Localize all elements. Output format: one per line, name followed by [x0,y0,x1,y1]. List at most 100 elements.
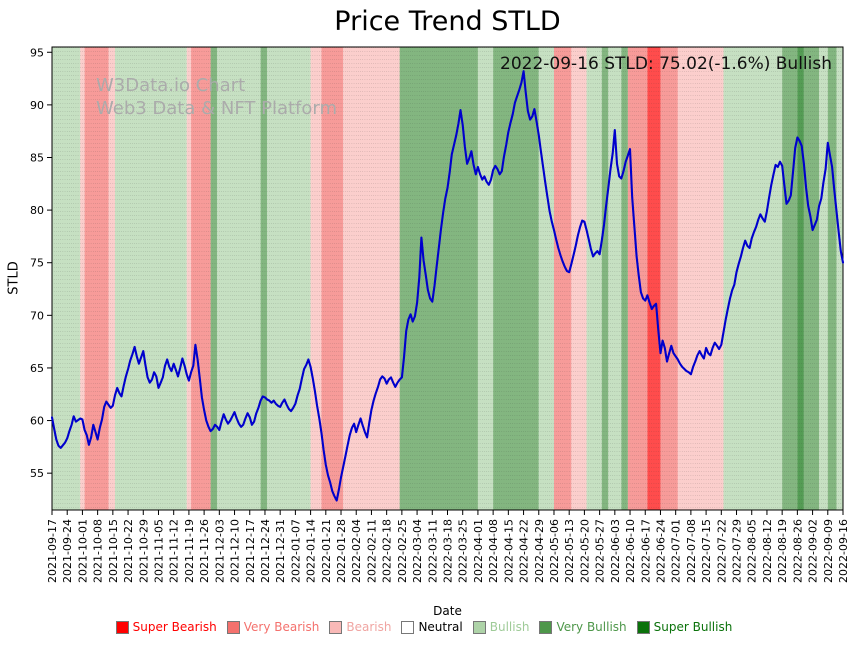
x-tick-label: 2022-01-07 [289,519,302,583]
sentiment-band [191,47,211,510]
legend-label: Bullish [489,620,530,634]
x-tick-label: 2021-11-19 [183,519,196,583]
y-axis-label: STLD [6,261,22,295]
price-line [50,70,845,502]
x-tick-label: 2021-10-29 [137,519,150,583]
x-tick-label: 2022-01-21 [320,519,333,583]
legend-swatch [329,620,343,634]
x-tick-label: 2022-02-04 [350,519,363,583]
legend-item: Very Bullish [539,620,627,634]
sentiment-band [80,47,85,510]
x-axis-label: Date [433,604,462,618]
x-tick-label: 2022-01-28 [335,519,348,583]
x-tick-label: 2022-07-22 [715,519,728,583]
sentiment-band [115,47,187,510]
x-tick-label: 2021-11-26 [198,519,211,583]
x-tick-label: 2022-04-01 [472,519,485,583]
sentiment-band [84,47,109,510]
x-tick-label: 2022-09-16 [837,519,848,583]
sentiment-band [608,47,622,510]
y-tick-label: 65 [30,362,44,375]
chart-annotation: 2022-09-16 STLD: 75.02(-1.6%) Bullish [500,54,832,74]
x-tick-label: 2022-05-13 [563,519,576,583]
x-tick-label: 2021-11-12 [168,519,181,583]
x-tick-label: 2022-07-08 [685,519,698,583]
legend-swatch [226,620,240,634]
legend-swatch [115,620,129,634]
legend: Super Bearish Very Bearish Bearish Neutral B… [0,620,848,634]
legend-label: Very Bearish [243,620,320,634]
x-tick-label: 2022-08-12 [761,519,774,583]
x-tick-label: 2022-03-11 [426,519,439,583]
sentiment-band [310,47,322,510]
sentiment-band [647,47,661,510]
sentiment-band [108,47,116,510]
x-tick-label: 2022-09-02 [807,519,820,583]
sentiment-band [52,47,81,510]
x-tick-label: 2022-06-10 [624,519,637,583]
y-tick-label: 80 [30,204,44,217]
sentiment-band [627,47,648,510]
x-tick-label: 2022-03-18 [442,519,455,583]
x-tick-label: 2022-06-17 [639,519,652,583]
x-tick-label: 2022-08-26 [791,519,804,583]
x-tick-label: 2022-07-01 [670,519,683,583]
x-tick-label: 2022-08-05 [746,519,759,583]
legend-label: Super Bullish [653,620,733,634]
sentiment-band [819,47,828,510]
y-tick-label: 95 [30,46,44,59]
x-tick-label: 2021-10-08 [92,519,105,583]
legend-item: Super Bullish [636,620,733,634]
legend-swatch [472,620,486,634]
x-tick-label: 2021-10-01 [76,519,89,583]
sentiment-band [586,47,602,510]
x-tick-label: 2022-03-04 [411,519,424,583]
x-tick-label: 2022-04-15 [502,519,515,583]
y-tick-label: 90 [30,99,44,112]
x-tick-label: 2021-12-31 [274,519,287,583]
sentiment-band [621,47,628,510]
legend-item: Super Bearish [115,620,217,634]
chart-title: Price Trend STLD [334,6,561,37]
legend-item: Very Bearish [226,620,320,634]
legend-label: Bearish [346,620,392,634]
x-tick-label: 2021-10-15 [107,519,120,583]
sentiment-band [797,47,804,510]
legend-label: Super Bearish [132,620,217,634]
x-tick-label: 2021-12-03 [213,519,226,583]
x-tick-label: 2021-12-17 [244,519,257,583]
x-tick-label: 2022-09-09 [822,519,835,583]
sentiment-band [827,47,837,510]
x-tick-label: 2022-02-18 [381,519,394,583]
legend-swatch [636,620,650,634]
x-tick-label: 2021-12-10 [229,519,242,583]
x-tick-label: 2021-09-17 [46,519,59,583]
sentiment-band [477,47,494,510]
sentiment-band [571,47,587,510]
x-tick-label: 2021-10-22 [122,519,135,583]
sentiment-band [260,47,268,510]
sentiment-band [601,47,609,510]
y-tick-label: 70 [30,309,44,322]
y-tick-label: 60 [30,415,44,428]
x-tick-label: 2022-06-03 [609,519,622,583]
sentiment-band [553,47,572,510]
x-tick-label: 2022-05-20 [578,519,591,583]
sentiment-band [186,47,192,510]
x-tick-label: 2021-11-05 [152,519,165,583]
legend-swatch [401,620,415,634]
x-tick-label: 2022-05-06 [548,519,561,583]
x-tick-label: 2022-02-11 [365,519,378,583]
sentiment-band [723,47,783,510]
sentiment-band [399,47,478,510]
sentiment-band [660,47,678,510]
x-tick-label: 2022-04-08 [487,519,500,583]
x-tick-label: 2022-07-29 [731,519,744,583]
sentiment-band [677,47,724,510]
y-tick-label: 55 [30,467,44,480]
x-tick-label: 2022-05-27 [594,519,607,583]
y-tick-label: 85 [30,151,44,164]
legend-item: Neutral [401,620,463,634]
legend-item: Bullish [472,620,530,634]
